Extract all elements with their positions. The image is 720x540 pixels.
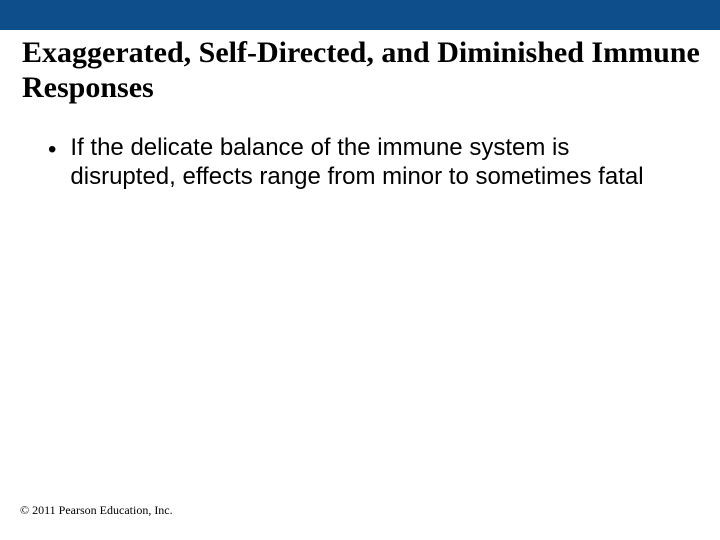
bullet-icon: • xyxy=(48,135,56,165)
list-item: • If the delicate balance of the immune … xyxy=(48,133,680,192)
top-bar xyxy=(0,0,720,30)
slide: Exaggerated, Self-Directed, and Diminish… xyxy=(0,0,720,540)
bullet-list: • If the delicate balance of the immune … xyxy=(0,105,720,192)
slide-title: Exaggerated, Self-Directed, and Diminish… xyxy=(0,30,720,105)
copyright-footer: © 2011 Pearson Education, Inc. xyxy=(20,503,173,518)
bullet-text: If the delicate balance of the immune sy… xyxy=(70,133,680,192)
